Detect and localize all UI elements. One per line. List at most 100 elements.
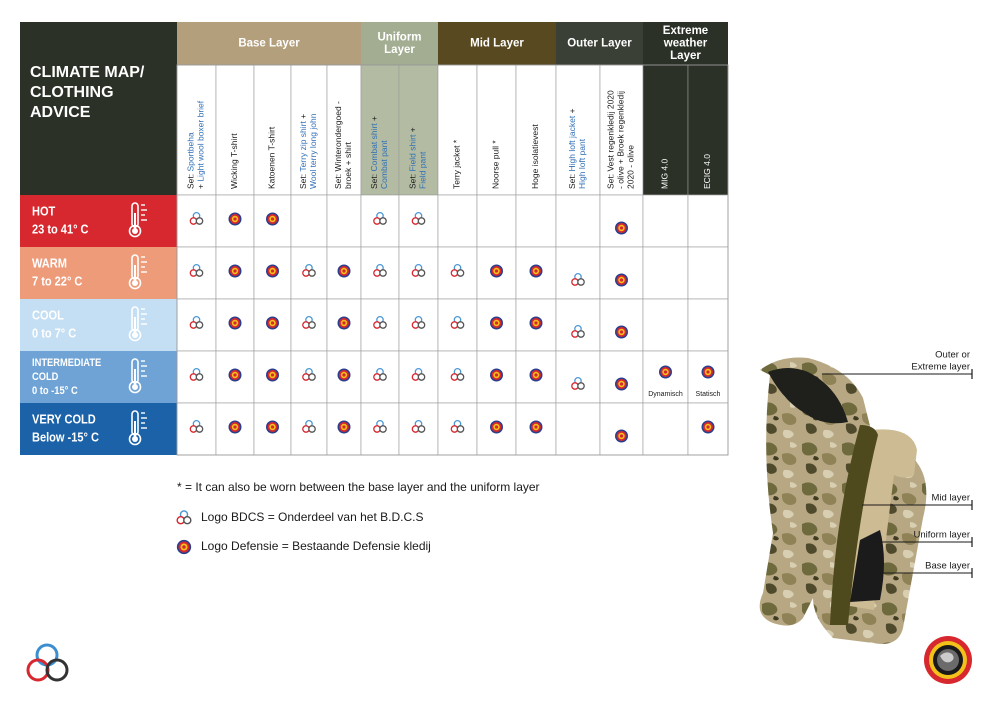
diagram-label: Base layer — [925, 561, 970, 572]
defensie-ring — [534, 425, 538, 429]
defensie-ring — [619, 434, 624, 438]
bdcs-ring — [456, 321, 465, 329]
defensie-ring — [619, 226, 624, 230]
defensie-icon — [228, 316, 242, 330]
defensie-ring — [342, 425, 346, 429]
bdcs-ring — [577, 278, 585, 286]
bdcs-icon — [571, 324, 585, 338]
column-header-part: Set: Winterondergoed - — [333, 101, 343, 189]
column-header-part: Field pant — [418, 151, 428, 189]
legend-note: * = It can also be worn between the base… — [177, 480, 540, 494]
column-header-part: + — [298, 114, 308, 121]
defensie-ring — [663, 370, 668, 374]
thermometer-fill — [132, 332, 138, 338]
bdcs-icon — [189, 315, 204, 329]
column-header-part: MIG 4.0 — [660, 158, 670, 189]
table-title: CLIMATE MAP/ — [30, 64, 145, 81]
row-label: 0 to 7° C — [32, 326, 77, 341]
column-header-part: Set: — [408, 172, 418, 189]
group-title: Base Layer — [238, 38, 300, 50]
defensie-icon — [266, 212, 279, 226]
diagram-label: Outer or — [935, 350, 970, 361]
column-header-part: Wicking T-shirt — [229, 133, 239, 189]
table-cell — [642, 298, 689, 352]
column-header: Set: High loft jacket + — [567, 108, 577, 189]
defensie-logo — [924, 636, 972, 684]
diagram-label: Uniform layer — [914, 530, 971, 541]
bdcs-ring — [379, 269, 387, 277]
column-header-part: - olive + Broek regenkledij — [616, 91, 626, 189]
column-header-part: Set: — [186, 172, 196, 189]
table-cell — [253, 298, 292, 352]
column-header: Combat pant — [379, 140, 389, 189]
column-header-part: Set: — [298, 172, 308, 189]
group-header — [177, 22, 361, 65]
bdcs-icon — [411, 315, 426, 329]
defensie-ring — [342, 373, 346, 377]
title-cell — [20, 22, 177, 195]
defensie-icon — [615, 429, 628, 443]
table-cell — [599, 402, 644, 456]
bdcs-ring — [417, 269, 426, 277]
thermometer-fill — [132, 436, 138, 442]
thermometer-icon — [128, 254, 147, 290]
table-cell — [687, 298, 729, 352]
table-cell — [326, 194, 362, 248]
row-header — [20, 247, 177, 299]
defensie-icon — [701, 365, 715, 379]
jacket-hood-inside — [768, 368, 848, 424]
defensie-icon — [490, 368, 503, 382]
defensie-ring — [270, 217, 275, 221]
bdcs-ring — [195, 321, 204, 329]
thermometer-fill — [134, 265, 136, 281]
thermometer-fill — [132, 384, 138, 390]
defensie-icon — [529, 316, 543, 330]
row-header — [20, 351, 177, 403]
bdcs-ring — [308, 425, 316, 433]
bdcs-ring — [417, 321, 426, 329]
column-header: Set: Terry zip shirt + — [298, 114, 308, 189]
column-header: 2020 - olive — [626, 145, 636, 189]
bdcs-ring — [456, 373, 465, 381]
defensie-icon — [228, 212, 242, 226]
group-title: Layer — [670, 50, 701, 62]
thermometer-icon — [128, 306, 147, 342]
column-header-part: Combat pant — [379, 140, 389, 189]
defensie-ring — [270, 425, 275, 429]
bdcs-icon — [450, 263, 465, 277]
defensie-icon — [529, 368, 543, 382]
defensie-icon — [490, 316, 503, 330]
bdcs-icon — [189, 367, 204, 381]
row-label: Below -15° C — [32, 430, 99, 445]
bdcs-icon — [373, 263, 387, 277]
column-header: Set: Winterondergoed - — [333, 101, 343, 189]
defensie-ring — [534, 321, 538, 325]
defensie-ring — [270, 373, 275, 377]
bdcs-icon — [373, 315, 387, 329]
jacket-illustration — [759, 357, 927, 644]
bdcs-icon — [302, 367, 316, 381]
table-cell — [555, 402, 601, 456]
bdcs-icon — [411, 419, 426, 433]
column-header-part: Katoenen T-shirt — [267, 126, 277, 189]
defensie-icon — [266, 420, 279, 434]
column-header: Set: Combat shirt + — [369, 116, 379, 189]
bdcs-icon — [189, 419, 204, 433]
defensie-ring — [233, 373, 237, 377]
defensie-icon — [228, 264, 242, 278]
column-header-cell — [687, 64, 729, 196]
bdcs-icon — [176, 510, 192, 525]
defensie-ring — [494, 425, 499, 429]
column-header-part: Set: — [369, 172, 379, 189]
defensie-icon — [266, 316, 279, 330]
table-cell — [515, 298, 557, 352]
row-label: WARM — [32, 256, 67, 271]
defensie-ring — [534, 269, 538, 273]
row-label: VERY COLD — [32, 412, 96, 427]
table-cell — [555, 194, 601, 248]
defensie-ring — [182, 545, 186, 549]
table-cell — [687, 246, 729, 300]
group-title: Mid Layer — [470, 38, 524, 50]
group-header — [438, 22, 556, 65]
bdcs-ring — [456, 425, 465, 433]
